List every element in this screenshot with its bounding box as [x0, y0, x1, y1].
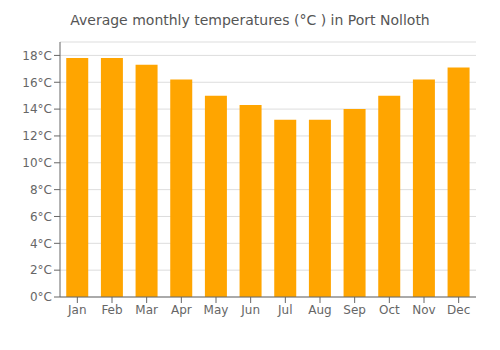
svg-text:6°C: 6°C [30, 210, 52, 224]
svg-text:12°C: 12°C [22, 129, 52, 143]
svg-text:Nov: Nov [412, 303, 435, 317]
svg-text:Sep: Sep [343, 303, 366, 317]
svg-text:Feb: Feb [101, 303, 122, 317]
svg-text:2°C: 2°C [30, 263, 52, 277]
svg-text:16°C: 16°C [22, 76, 52, 90]
svg-text:May: May [204, 303, 229, 317]
svg-text:Jul: Jul [277, 303, 292, 317]
svg-text:10°C: 10°C [22, 156, 52, 170]
html-text:Average monthly temperatures (: Average monthly temperatures (°C ) in Po… [70, 12, 430, 28]
svg-text:14°C: 14°C [22, 102, 52, 116]
svg-text:0°C: 0°C [30, 290, 52, 304]
svg-text:Dec: Dec [447, 303, 470, 317]
svg-text:Oct: Oct [379, 303, 400, 317]
svg-text:Mar: Mar [135, 303, 158, 317]
svg-text:Jun: Jun [240, 303, 260, 317]
svg-text:Jan: Jan [67, 303, 87, 317]
svg-text:8°C: 8°C [30, 183, 52, 197]
svg-text:Aug: Aug [308, 303, 331, 317]
svg-text:4°C: 4°C [30, 237, 52, 251]
svg-text:Apr: Apr [171, 303, 192, 317]
svg-text:18°C: 18°C [22, 49, 52, 63]
